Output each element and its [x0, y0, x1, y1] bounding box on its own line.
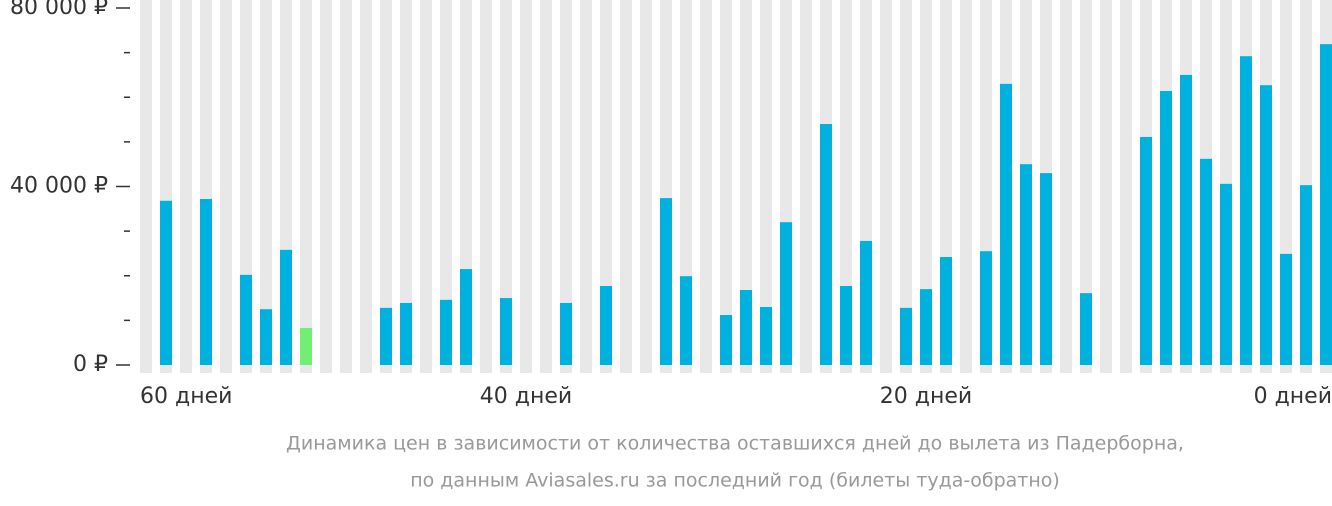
- bar: [1240, 56, 1252, 365]
- background-column: [260, 0, 272, 373]
- bar: [1180, 74, 1192, 365]
- background-column: [140, 0, 152, 373]
- bar: [300, 327, 312, 365]
- bar: [860, 240, 872, 365]
- background-column: [480, 0, 492, 373]
- background-column: [520, 0, 532, 373]
- background-column: [640, 0, 652, 373]
- x-tick-label: 40 дней: [480, 384, 572, 409]
- background-column: [1060, 0, 1072, 373]
- background-column: [540, 0, 552, 373]
- bar: [380, 307, 392, 365]
- bar: [280, 249, 292, 365]
- background-column: [1100, 0, 1112, 373]
- x-tick-label: 60 дней: [140, 384, 232, 409]
- x-tick-label: 0 дней: [1254, 384, 1332, 409]
- bar: [560, 302, 572, 365]
- background-column: [560, 0, 572, 373]
- bar: [1160, 91, 1172, 365]
- bar: [1200, 158, 1212, 365]
- background-column: [600, 0, 612, 373]
- background-column: [220, 0, 232, 373]
- background-column: [760, 0, 772, 373]
- background-column: [420, 0, 432, 373]
- bar: [240, 274, 252, 365]
- x-tick-label: 20 дней: [880, 384, 972, 409]
- bar: [600, 286, 612, 365]
- bar: [840, 286, 852, 365]
- background-column: [900, 0, 912, 373]
- y-tick-label: 40 000 ₽: [10, 174, 108, 199]
- background-column: [1120, 0, 1132, 373]
- background-column: [580, 0, 592, 373]
- bar: [440, 299, 452, 365]
- bar: [400, 302, 412, 365]
- bar: [660, 198, 672, 365]
- background-column: [620, 0, 632, 373]
- bar: [1080, 293, 1092, 365]
- bar: [1280, 253, 1292, 365]
- caption: по данным Aviasales.ru за последний год …: [410, 470, 1060, 492]
- bar: [740, 290, 752, 365]
- bar: [160, 200, 172, 365]
- bar: [940, 257, 952, 365]
- bar: [1220, 183, 1232, 365]
- background-column: [720, 0, 732, 373]
- bar: [500, 298, 512, 365]
- bar: [1260, 85, 1272, 366]
- bar: [900, 307, 912, 365]
- background-column: [180, 0, 192, 373]
- background-column: [880, 0, 892, 373]
- background-column: [740, 0, 752, 373]
- bar: [1040, 173, 1052, 365]
- bar: [820, 124, 832, 366]
- background-column: [320, 0, 332, 373]
- bar: [1020, 164, 1032, 365]
- background-column: [380, 0, 392, 373]
- background-column: [840, 0, 852, 373]
- bar: [760, 306, 772, 365]
- background-column: [500, 0, 512, 373]
- bar: [780, 222, 792, 365]
- bar: [1320, 44, 1332, 366]
- bar: [1300, 185, 1312, 365]
- bar: [1140, 136, 1152, 365]
- background-column: [800, 0, 812, 373]
- bar: [460, 269, 472, 365]
- background-column: [360, 0, 372, 373]
- bar: [200, 198, 212, 365]
- y-tick-label: 0 ₽: [73, 352, 108, 377]
- background-column: [700, 0, 712, 373]
- bar: [920, 289, 932, 365]
- background-column: [400, 0, 412, 373]
- bar: [720, 315, 732, 365]
- background-column: [300, 0, 312, 373]
- background-column: [920, 0, 932, 373]
- y-tick-label: 80 000 ₽: [10, 0, 108, 20]
- bar: [1000, 83, 1012, 366]
- background-column: [340, 0, 352, 373]
- bar: [980, 251, 992, 365]
- bar: [680, 276, 692, 365]
- background-column: [1080, 0, 1092, 373]
- bar: [260, 309, 272, 365]
- caption: Динамика цен в зависимости от количества…: [286, 433, 1184, 455]
- background-column: [440, 0, 452, 373]
- background-column: [960, 0, 972, 373]
